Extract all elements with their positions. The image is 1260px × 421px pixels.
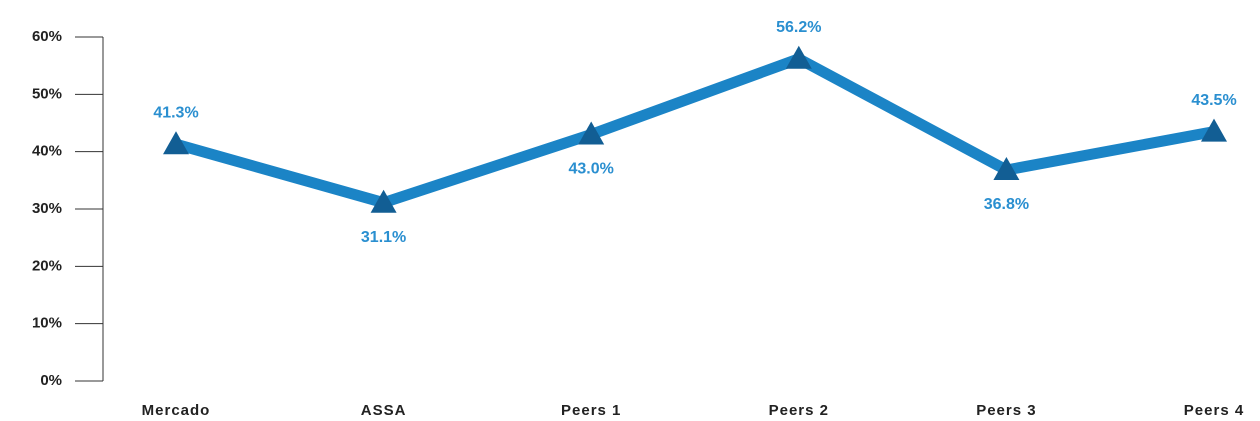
marker [163, 131, 189, 155]
value-label: 41.3% [153, 104, 198, 121]
y-tick-label: 10% [32, 315, 62, 332]
series-line [174, 53, 1216, 209]
y-tick-label: 40% [32, 143, 62, 160]
y-tick-label: 20% [32, 257, 62, 274]
value-label: 36.8% [984, 196, 1029, 213]
x-tick-label: Peers 4 [1184, 402, 1244, 419]
marker [578, 121, 605, 145]
x-tick-label: Peers 3 [976, 402, 1036, 419]
value-label: 43.5% [1191, 92, 1236, 109]
marker [370, 189, 397, 213]
x-tick-label: Peers 2 [769, 402, 829, 419]
value-label: 31.1% [361, 229, 406, 246]
x-tick-label: Mercado [142, 402, 211, 419]
y-tick-label: 50% [32, 85, 62, 102]
marker [993, 157, 1020, 181]
y-tick-label: 60% [32, 28, 62, 45]
x-tick-label: ASSA [361, 402, 407, 419]
value-label: 43.0% [569, 161, 614, 178]
value-label: 56.2% [776, 19, 821, 36]
marker [1201, 118, 1227, 142]
y-tick-label: 0% [40, 372, 62, 389]
marker [785, 45, 812, 69]
x-tick-label: Peers 1 [561, 402, 621, 419]
y-tick-label: 30% [32, 200, 62, 217]
